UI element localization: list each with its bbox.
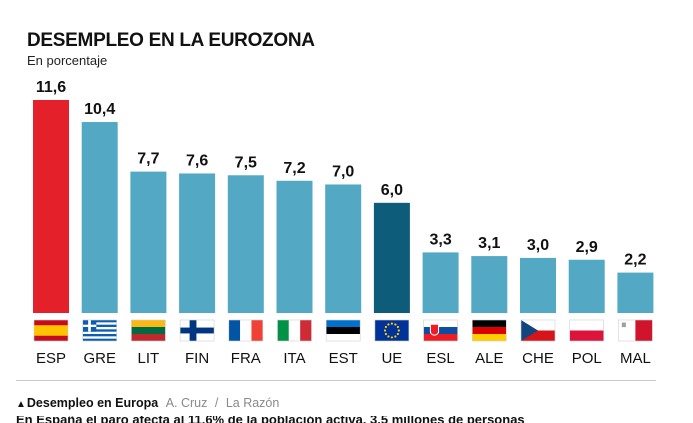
category-label-est: EST (329, 350, 358, 367)
category-label-esl: ESL (426, 350, 454, 367)
category-label-pol: POL (572, 350, 602, 367)
malta-flag-icon (618, 319, 653, 342)
value-label-ue: 6,0 (381, 182, 403, 199)
bar-ale (471, 256, 508, 313)
value-label-ita: 7,2 (283, 160, 305, 177)
germany-flag-icon (471, 319, 507, 342)
divider (16, 380, 656, 381)
estonia-flag-icon (325, 319, 361, 342)
category-label-lit: LIT (138, 350, 160, 367)
bar-est (325, 184, 362, 313)
value-label-lit: 7,7 (137, 151, 159, 168)
category-label-ita: ITA (283, 350, 305, 367)
value-label-che: 3,0 (527, 237, 549, 254)
czechia-flag-icon (520, 319, 556, 342)
category-label-che: CHE (522, 350, 554, 367)
category-label-mal: MAL (620, 350, 651, 367)
value-label-pol: 2,9 (576, 239, 598, 256)
value-label-ale: 3,1 (478, 235, 500, 252)
bar-ue (373, 202, 410, 313)
category-label-ale: ALE (475, 350, 503, 367)
category-label-fra: FRA (231, 350, 261, 367)
italy-flag-icon (277, 319, 312, 342)
caption-label: Desempleo en Europa (26, 396, 159, 410)
spain-flag-icon (33, 319, 69, 342)
bar-lit (130, 171, 167, 313)
eu-flag-icon (374, 319, 410, 342)
category-label-gre: GRE (83, 350, 116, 367)
france-flag-icon (228, 319, 264, 342)
poland-flag-icon (569, 319, 605, 342)
finland-flag-icon (179, 319, 215, 342)
bar-esl (422, 252, 459, 313)
caption-author: A. Cruz (165, 396, 208, 410)
bar-esp (33, 100, 69, 313)
category-label-esp: ESP (36, 350, 66, 367)
chart-title: DESEMPLEO EN LA EUROZONA (27, 30, 315, 51)
caption-marker: ▲ (16, 399, 26, 410)
caption-separator: / (214, 396, 219, 410)
caption-outlet: La Razón (225, 396, 280, 410)
category-label-fin: FIN (185, 350, 209, 367)
bar-pol (568, 259, 605, 313)
cropped-body-text: En España el paro afecta al 11,6% de la … (16, 416, 676, 423)
value-label-fin: 7,6 (186, 152, 208, 169)
value-label-esp: 11,6 (36, 79, 66, 96)
caption: ▲Desempleo en Europa A. Cruz / La Razón (16, 396, 279, 410)
bar-gre (81, 122, 118, 313)
category-label-ue: UE (381, 350, 402, 367)
bar-fra (227, 175, 264, 313)
bar-ita (276, 180, 313, 313)
bar-chart: 11,6 ESP 10,4 GRE 7,7 LIT 7,6 FIN 7,5 FRA 7,2 ITA 7,… (33, 79, 654, 367)
chart-subtitle: En porcentaje (27, 53, 108, 68)
slovakia-flag-icon (423, 319, 458, 342)
bar-che (520, 257, 556, 313)
value-label-mal: 2,2 (624, 252, 646, 269)
value-label-esl: 3,3 (429, 231, 451, 248)
bar-fin (179, 173, 216, 313)
bar-mal (617, 272, 654, 313)
value-label-gre: 10,4 (84, 101, 115, 118)
greece-flag-icon (82, 319, 117, 342)
lithuania-flag-icon (131, 319, 166, 342)
value-label-est: 7,0 (332, 163, 354, 180)
value-label-fra: 7,5 (235, 154, 257, 171)
